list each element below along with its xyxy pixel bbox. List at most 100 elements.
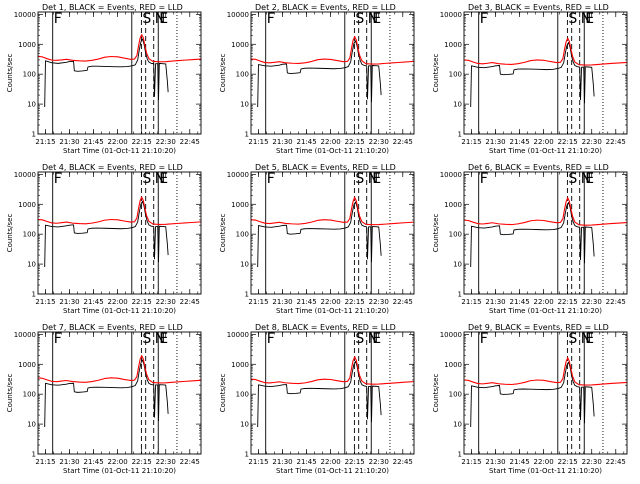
x-tick-label: 21:15 (248, 458, 268, 466)
marker-flag-label: N (368, 331, 378, 347)
x-tick-label: 21:15 (35, 298, 55, 306)
x-tick-label: 22:15 (558, 298, 578, 306)
plot-frame (37, 11, 202, 135)
marker-flag-label: N (368, 171, 378, 187)
x-tick-label: 21:15 (35, 458, 55, 466)
y-tick-label: 1000 (231, 201, 249, 209)
y-tick-label: 1 (245, 451, 249, 459)
x-tick-label: 21:30 (272, 298, 292, 306)
y-tick-label: 1 (458, 131, 462, 139)
series-line-lld (464, 37, 627, 66)
x-tick-label: 21:30 (272, 458, 292, 466)
y-tick-label: 100 (449, 391, 462, 399)
marker-flag-label: F (54, 331, 62, 347)
x-tick-label: 21:45 (83, 298, 103, 306)
plot-frame (463, 171, 628, 295)
marker-flag-label: N (581, 11, 591, 27)
x-tick-label: 22:15 (558, 458, 578, 466)
x-tick-label: 22:00 (108, 458, 128, 466)
y-tick-label: 1 (32, 131, 36, 139)
marker-flag-label: N (581, 171, 591, 187)
x-tick-label: 21:30 (59, 458, 79, 466)
y-tick-label: 10 (240, 421, 249, 429)
detector-panel-3: Det 3, BLACK = Events, RED = LLD 1 10 100 10… (432, 3, 628, 155)
detector-panel-8: Det 8, BLACK = Events, RED = LLD 1 10 100 10… (219, 323, 415, 475)
y-tick-label: 10 (240, 101, 249, 109)
marker-flag-label: E (372, 171, 381, 187)
x-tick-label: 21:15 (248, 138, 268, 146)
panel-title: Det 3, BLACK = Events, RED = LLD (468, 3, 609, 12)
y-axis-label: Counts/sec (6, 214, 14, 253)
y-axis-label: Counts/sec (6, 54, 14, 93)
marker-flag-label: S (355, 11, 364, 27)
marker-flag-label: N (155, 11, 165, 27)
y-tick-label: 1 (458, 451, 462, 459)
x-minor-ticks (471, 12, 625, 134)
x-tick-label: 22:30 (582, 298, 602, 306)
panel-title: Det 4, BLACK = Events, RED = LLD (42, 163, 183, 172)
x-tick-label: 22:30 (369, 138, 389, 146)
x-tick-label: 22:00 (108, 298, 128, 306)
y-tick-label: 100 (236, 71, 249, 79)
y-tick-label: 10 (240, 261, 249, 269)
y-tick-label: 100 (23, 391, 36, 399)
y-tick-label: 10000 (227, 331, 249, 339)
y-tick-label: 10000 (440, 11, 462, 19)
series-line-lld (38, 34, 201, 63)
y-tick-label: 1 (245, 131, 249, 139)
y-tick-label: 1 (245, 291, 249, 299)
panel-title: Det 8, BLACK = Events, RED = LLD (255, 323, 396, 332)
detector-panel-6: Det 6, BLACK = Events, RED = LLD 1 10 100 10… (432, 163, 628, 315)
x-tick-label: 22:30 (156, 298, 176, 306)
x-axis-label: Start Time (01-Oct-11 21:10:20) (276, 467, 389, 475)
x-tick-label: 22:00 (321, 138, 341, 146)
series-line-events (470, 42, 595, 107)
series-line-events (44, 38, 169, 107)
x-tick-label: 22:45 (606, 298, 626, 306)
x-tick-label: 21:30 (485, 458, 505, 466)
y-tick-label: 1000 (231, 41, 249, 49)
x-axis-label: Start Time (01-Oct-11 21:10:20) (489, 147, 602, 155)
x-tick-label: 22:15 (132, 298, 152, 306)
y-tick-label: 10000 (14, 331, 36, 339)
x-tick-label: 21:15 (248, 298, 268, 306)
series-line-lld (251, 36, 414, 65)
marker-flag-label: F (480, 11, 488, 27)
series-line-events (470, 202, 595, 267)
x-tick-label: 22:30 (369, 458, 389, 466)
x-axis-label: Start Time (01-Oct-11 21:10:20) (276, 147, 389, 155)
marker-flag-label: F (54, 11, 62, 27)
series-line-lld (464, 357, 627, 386)
y-axis-label: Counts/sec (432, 54, 440, 93)
marker-flag-label: F (267, 11, 275, 27)
x-tick-label: 21:30 (59, 298, 79, 306)
marker-flag-label: S (355, 331, 364, 347)
x-tick-label: 21:15 (461, 138, 481, 146)
y-tick-label: 100 (236, 231, 249, 239)
y-tick-label: 10000 (440, 331, 462, 339)
panel-title: Det 5, BLACK = Events, RED = LLD (255, 163, 396, 172)
marker-flag-label: N (155, 171, 165, 187)
x-tick-label: 21:15 (461, 298, 481, 306)
y-tick-label: 10 (27, 261, 36, 269)
y-tick-label: 100 (449, 71, 462, 79)
x-tick-label: 22:15 (132, 458, 152, 466)
x-tick-label: 22:00 (321, 298, 341, 306)
x-tick-label: 22:00 (534, 298, 554, 306)
x-minor-ticks (258, 12, 412, 134)
x-tick-label: 22:45 (606, 458, 626, 466)
plot-frame (37, 331, 202, 455)
series-line-lld (251, 356, 414, 385)
y-tick-label: 10000 (14, 11, 36, 19)
marker-flag-label: N (581, 331, 591, 347)
y-tick-label: 1000 (444, 201, 462, 209)
y-axis-label: Counts/sec (219, 374, 227, 413)
marker-flag-label: F (480, 171, 488, 187)
y-axis-label: Counts/sec (219, 214, 227, 253)
x-axis-label: Start Time (01-Oct-11 21:10:20) (63, 147, 176, 155)
panel-title: Det 2, BLACK = Events, RED = LLD (255, 3, 396, 12)
x-tick-label: 21:30 (485, 138, 505, 146)
x-minor-ticks (471, 172, 625, 294)
plot-frame (463, 331, 628, 455)
y-tick-label: 10 (27, 101, 36, 109)
